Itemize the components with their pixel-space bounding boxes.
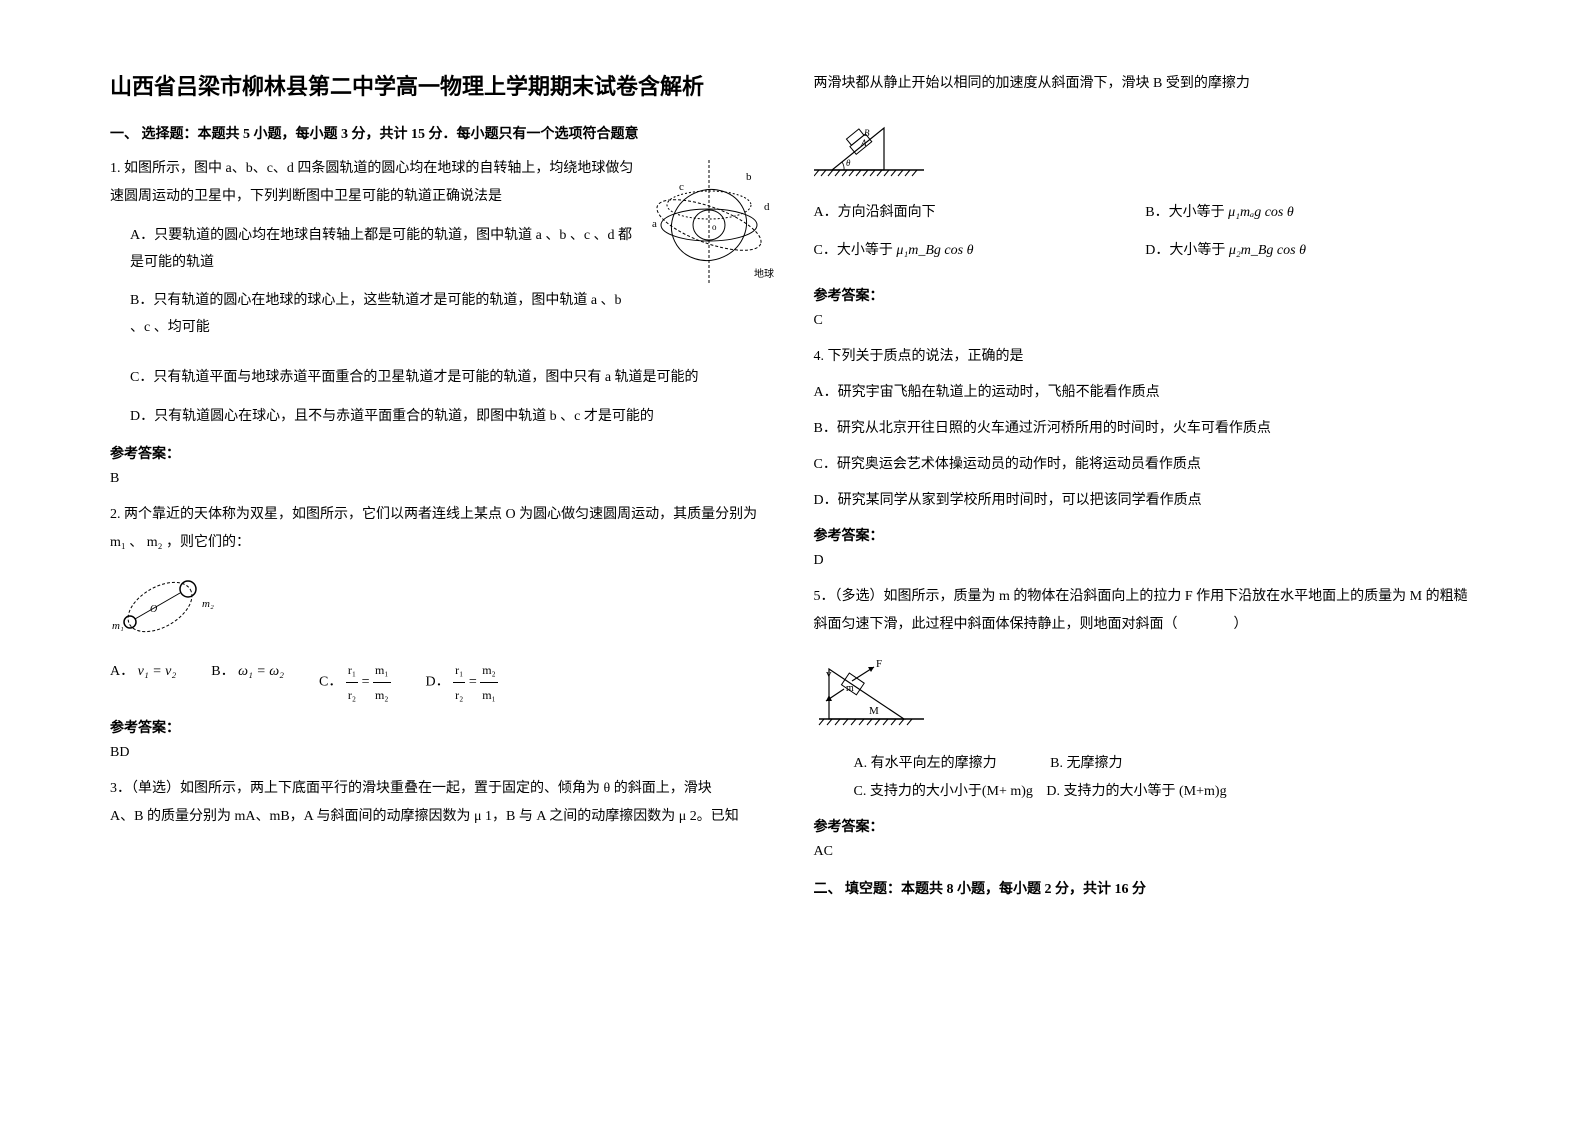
right-column: 两滑块都从静止开始以相同的加速度从斜面滑下，滑块 B 受到的摩擦力 bbox=[794, 70, 1498, 1052]
q5-optB: B. 无摩擦力 bbox=[1050, 750, 1122, 778]
q2-stem: 2. 两个靠近的天体称为双星，如图所示，它们以两者连线上某点 O 为圆心做匀速圆… bbox=[110, 501, 774, 557]
q3-optB: B．大小等于 μ₁mₐg cos θ bbox=[1145, 199, 1477, 227]
q4-optA: A．研究宇宙飞船在轨道上的运动时，飞船不能看作质点 bbox=[814, 379, 1478, 407]
left-column: 山西省吕梁市柳林县第二中学高一物理上学期期末试卷含解析 一、 选择题：本题共 5… bbox=[90, 70, 794, 1052]
q3-figure: A B θ bbox=[814, 108, 1478, 189]
q1-optB: B．只有轨道的圆心在地球的球心上，这些轨道才是可能的轨道，图中轨道 a 、b 、… bbox=[130, 288, 774, 341]
svg-text:o: o bbox=[712, 222, 717, 232]
question-1: a b c d o 地球 1. 如图所示，图中 a、b、c、d 四条圆轨道的圆心… bbox=[110, 155, 774, 431]
svg-text:M: M bbox=[869, 705, 879, 717]
q3-stem1: 3．（单选）如图所示，两上下底面平行的滑块重叠在一起，置于固定的、倾角为 θ 的… bbox=[110, 775, 774, 803]
svg-text:c: c bbox=[679, 181, 684, 193]
svg-text:F: F bbox=[876, 658, 882, 670]
q3-answer: C bbox=[814, 313, 1478, 329]
q5-figure: M m F v bbox=[814, 649, 1478, 740]
q4-ref-label: 参考答案： bbox=[814, 525, 1478, 545]
q5-optD: D. 支持力的大小等于 (M+m)g bbox=[1046, 778, 1226, 806]
q1-optC: C．只有轨道平面与地球赤道平面重合的卫星轨道才是可能的轨道，图中只有 a 轨道是… bbox=[130, 365, 774, 392]
q3-stem3: 两滑块都从静止开始以相同的加速度从斜面滑下，滑块 B 受到的摩擦力 bbox=[814, 70, 1478, 98]
question-2: 2. 两个靠近的天体称为双星，如图所示，它们以两者连线上某点 O 为圆心做匀速圆… bbox=[110, 501, 774, 707]
q4-optD: D．研究某同学从家到学校所用时间时，可以把该同学看作质点 bbox=[814, 487, 1478, 515]
q4-optC: C．研究奥运会艺术体操运动员的动作时，能将运动员看作质点 bbox=[814, 451, 1478, 479]
q5-stem: 5．（多选）如图所示，质量为 m 的物体在沿斜面向上的拉力 F 作用下沿放在水平… bbox=[814, 583, 1478, 639]
svg-text:m₂: m₂ bbox=[202, 598, 214, 610]
exam-title: 山西省吕梁市柳林县第二中学高一物理上学期期末试卷含解析 bbox=[110, 70, 774, 103]
svg-text:v: v bbox=[826, 668, 832, 680]
q3-ref-label: 参考答案： bbox=[814, 285, 1478, 305]
q3-optC: C．大小等于 μ₁m_Bg cos θ bbox=[814, 237, 1146, 265]
question-3-part1: 3．（单选）如图所示，两上下底面平行的滑块重叠在一起，置于固定的、倾角为 θ 的… bbox=[110, 775, 774, 831]
q5-ref-label: 参考答案： bbox=[814, 816, 1478, 836]
q5-optA: A. 有水平向左的摩擦力 bbox=[854, 750, 997, 778]
q4-answer: D bbox=[814, 553, 1478, 569]
svg-text:θ: θ bbox=[846, 158, 851, 168]
svg-text:m: m bbox=[846, 683, 854, 694]
question-5: 5．（多选）如图所示，质量为 m 的物体在沿斜面向上的拉力 F 作用下沿放在水平… bbox=[814, 583, 1478, 806]
q4-optB: B．研究从北京开往日照的火车通过沂河桥所用的时间时，火车可看作质点 bbox=[814, 415, 1478, 443]
svg-text:O: O bbox=[150, 604, 157, 615]
section1-heading: 一、 选择题：本题共 5 小题，每小题 3 分，共计 15 分．每小题只有一个选… bbox=[110, 123, 774, 143]
q3-optA: A．方向沿斜面向下 bbox=[814, 199, 1146, 227]
q3-optD: D．大小等于 μ₂m_Bg cos θ bbox=[1145, 237, 1477, 265]
q1-optD: D．只有轨道圆心在球心，且不与赤道平面重合的轨道，即图中轨道 b 、c 才是可能… bbox=[130, 404, 774, 431]
svg-text:地球: 地球 bbox=[754, 267, 774, 280]
question-3-part2: 两滑块都从静止开始以相同的加速度从斜面滑下，滑块 B 受到的摩擦力 bbox=[814, 70, 1478, 275]
q2-ref-label: 参考答案： bbox=[110, 717, 774, 737]
section2-heading: 二、 填空题：本题共 8 小题，每小题 2 分，共计 16 分 bbox=[814, 878, 1478, 898]
q2-optB: B． ω₁ = ω₂ bbox=[211, 658, 284, 707]
q2-answer: BD bbox=[110, 745, 774, 761]
q5-optC: C. 支持力的大小小于(M+ m)g bbox=[854, 778, 1033, 806]
q1-ref-label: 参考答案： bbox=[110, 443, 774, 463]
q5-options: A. 有水平向左的摩擦力 B. 无摩擦力 C. 支持力的大小小于(M+ m)g … bbox=[854, 750, 1478, 806]
svg-text:b: b bbox=[746, 171, 752, 183]
q2-optA: A． ν₁ = ν₂ bbox=[110, 658, 176, 707]
question-4: 4. 下列关于质点的说法，正确的是 A．研究宇宙飞船在轨道上的运动时，飞船不能看… bbox=[814, 343, 1478, 515]
q1-figure: a b c d o 地球 bbox=[644, 155, 774, 296]
q4-stem: 4. 下列关于质点的说法，正确的是 bbox=[814, 343, 1478, 371]
q2-figure: O m₁ m₂ bbox=[110, 567, 774, 648]
q3-options: A．方向沿斜面向下 B．大小等于 μ₁mₐg cos θ C．大小等于 μ₁m_… bbox=[814, 199, 1478, 275]
q3-stem2: A、B 的质量分别为 mA、mB，A 与斜面间的动摩擦因数为 μ 1，B 与 A… bbox=[110, 803, 774, 831]
svg-text:A: A bbox=[860, 138, 867, 148]
svg-text:d: d bbox=[764, 201, 770, 213]
svg-text:B: B bbox=[864, 128, 870, 138]
q1-answer: B bbox=[110, 471, 774, 487]
svg-text:m₁: m₁ bbox=[112, 620, 124, 632]
q2-optD: D． r₁r₂ = m₂m₁ bbox=[426, 658, 498, 707]
q2-options: A． ν₁ = ν₂ B． ω₁ = ω₂ C． r₁r₂ = m₁m₂ D． … bbox=[110, 658, 774, 707]
svg-text:a: a bbox=[652, 218, 657, 230]
q5-answer: AC bbox=[814, 844, 1478, 860]
q2-optC: C． r₁r₂ = m₁m₂ bbox=[319, 658, 390, 707]
